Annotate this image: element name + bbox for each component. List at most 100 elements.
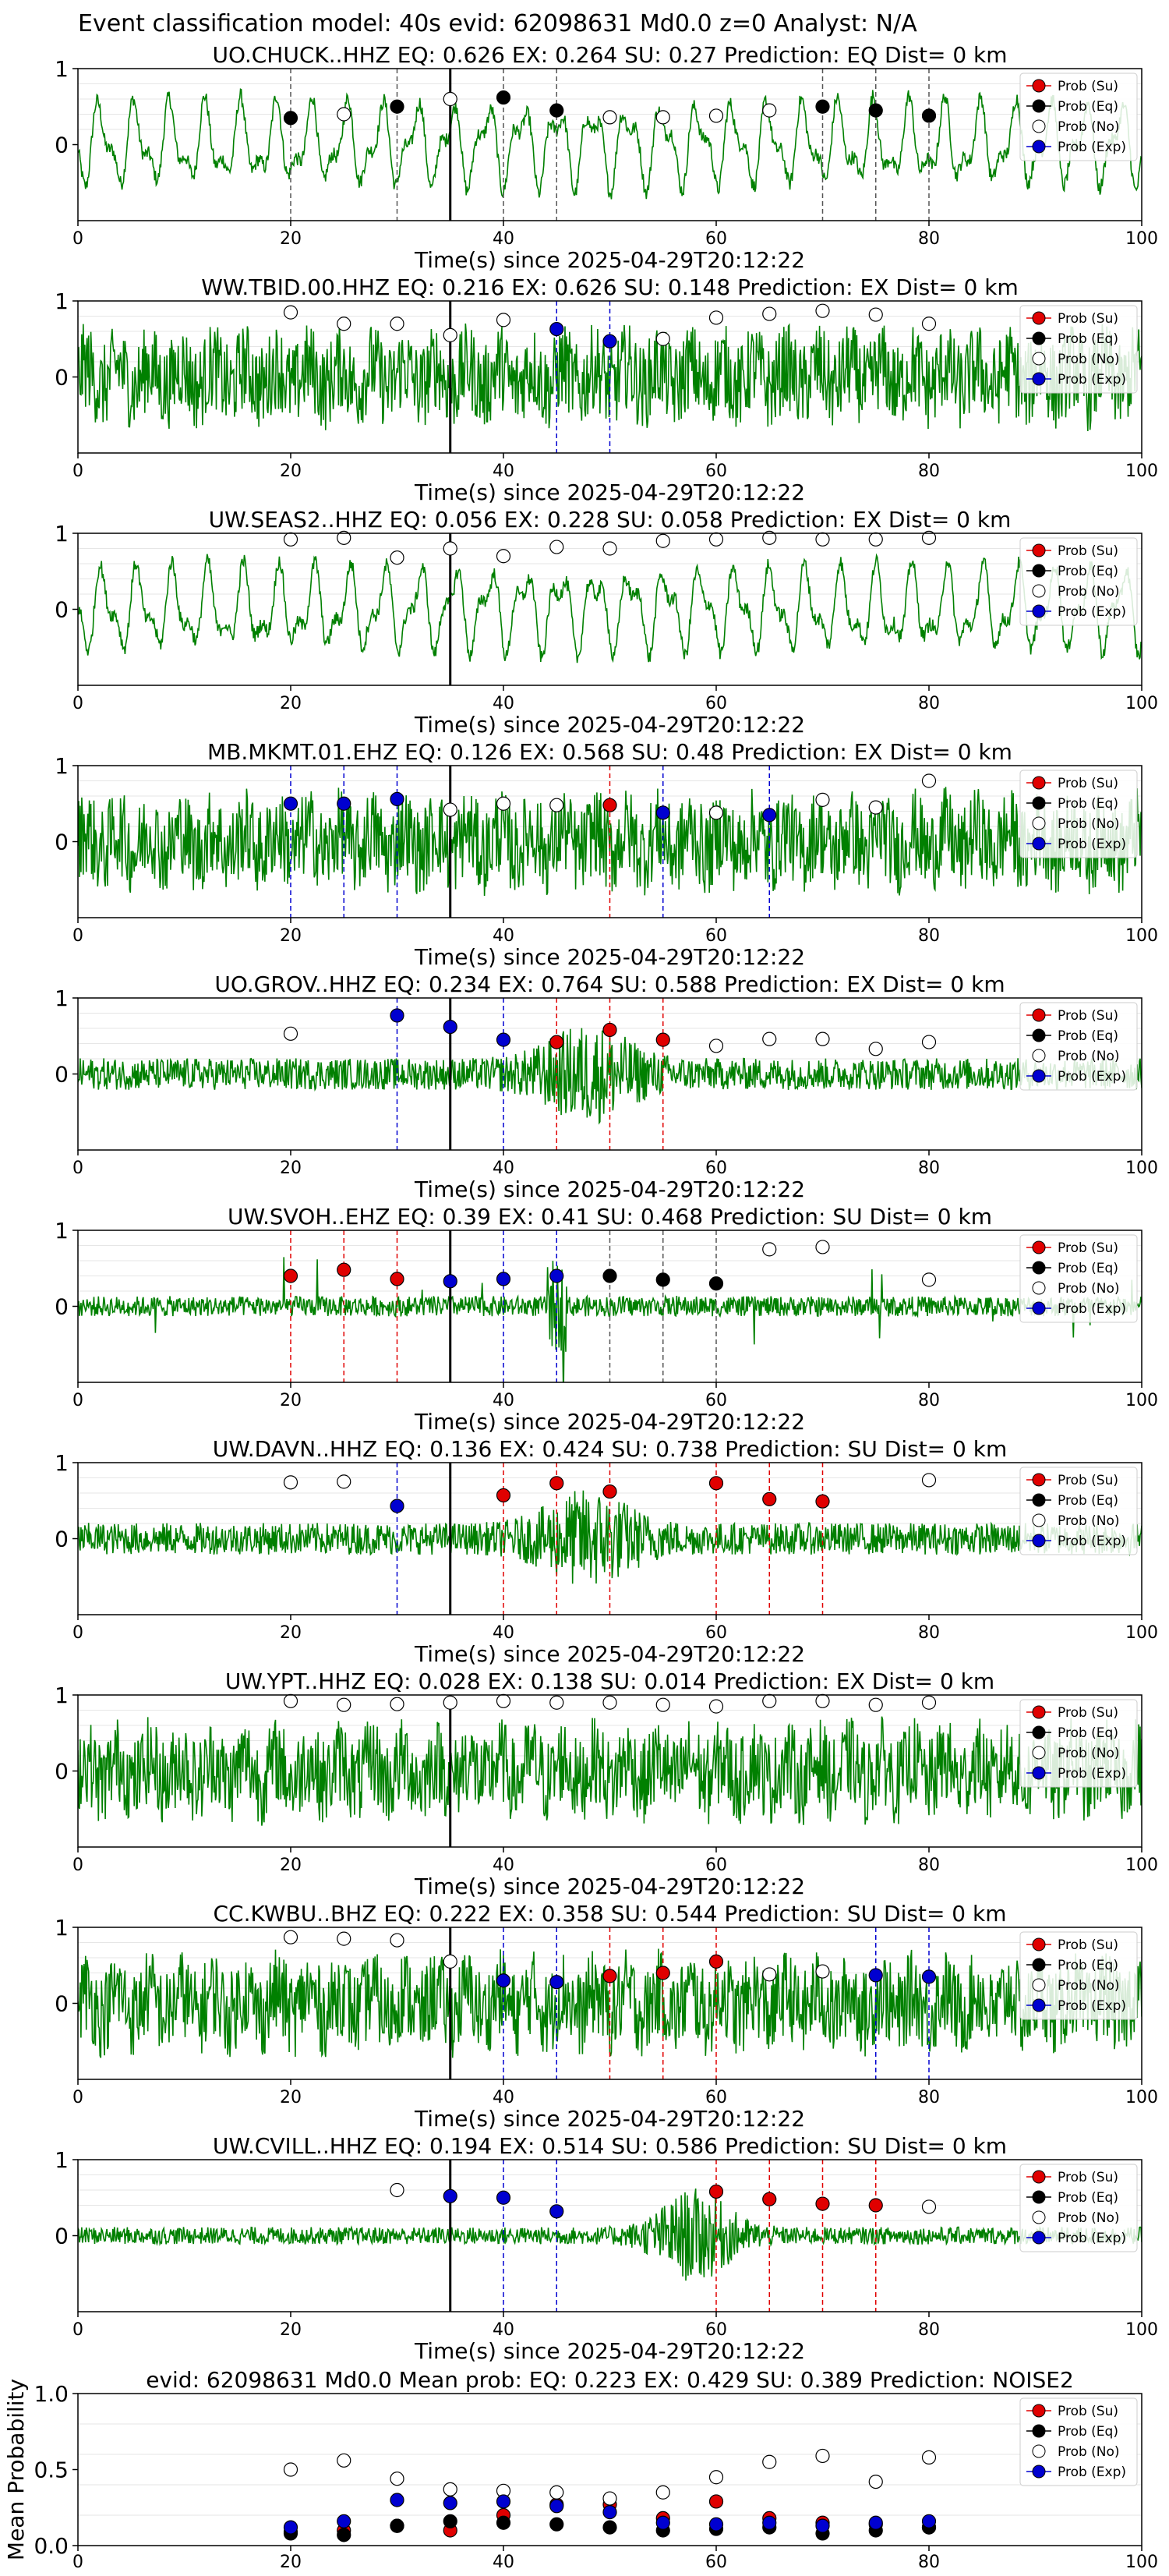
x-tick-label: 100	[1125, 1623, 1158, 1643]
x-axis-label: Time(s) since 2025-04-29T20:12:22	[414, 2338, 805, 2364]
prob-marker	[762, 2192, 777, 2206]
prob-marker	[390, 2182, 404, 2198]
prob-marker	[815, 1693, 830, 1708]
waveform-line	[78, 1716, 1142, 1826]
legend-label: Prob (No)	[1058, 2444, 1120, 2460]
legend-label: Prob (Eq)	[1058, 2190, 1118, 2206]
prob-marker	[549, 1695, 564, 1710]
prob-marker	[496, 1693, 511, 1708]
prob-marker	[549, 798, 564, 812]
x-tick-label: 100	[1125, 2553, 1158, 2572]
y-tick-label: 1	[55, 1218, 69, 1244]
x-tick-label: 100	[1125, 1159, 1158, 1178]
legend-marker	[1032, 1534, 1046, 1548]
prob-marker	[815, 792, 830, 807]
prob-marker	[496, 796, 511, 811]
y-tick-label: 1	[55, 1450, 69, 1476]
legend-marker	[1032, 1473, 1046, 1487]
prob-marker	[921, 317, 937, 331]
prob-marker	[815, 2196, 830, 2211]
prob-marker	[283, 532, 298, 547]
prob-marker	[283, 1930, 298, 1944]
prob-marker	[390, 1272, 404, 1286]
chart-panel: UW.DAVN..HHZ EQ: 0.136 EX: 0.424 SU: 0.7…	[55, 1436, 1158, 1667]
x-tick-label: 0	[72, 1159, 83, 1178]
legend-label: Prob (Eq)	[1058, 2424, 1118, 2440]
prob-marker	[868, 307, 883, 322]
legend-marker	[1032, 1493, 1046, 1507]
waveform-line	[78, 1948, 1142, 2058]
legend-marker	[1032, 1028, 1046, 1042]
legend-label: Prob (Eq)	[1058, 99, 1118, 115]
prob-marker	[868, 103, 883, 118]
legend-marker	[1032, 331, 1046, 345]
prob-marker	[815, 99, 830, 114]
prob-marker	[496, 313, 511, 327]
y-tick-label: 0	[55, 597, 69, 623]
x-axis-label: Time(s) since 2025-04-29T20:12:22	[414, 479, 805, 505]
prob-marker	[655, 1697, 670, 1712]
x-tick-label: 60	[705, 926, 727, 946]
x-tick-label: 80	[918, 926, 940, 946]
prob-marker	[708, 1276, 724, 1291]
legend-label: Prob (Exp)	[1058, 140, 1126, 155]
prob-marker	[549, 540, 564, 554]
legend-label: Prob (No)	[1058, 1746, 1120, 1761]
x-tick-label: 20	[280, 1159, 302, 1178]
chart-panel: UW.YPT..HHZ EQ: 0.028 EX: 0.138 SU: 0.01…	[55, 1668, 1158, 1899]
chart-panel: UW.SEAS2..HHZ EQ: 0.056 EX: 0.228 SU: 0.…	[55, 507, 1158, 738]
mean-prob-marker	[337, 2453, 351, 2468]
mean-prob-marker	[390, 2518, 404, 2533]
legend-label: Prob (Su)	[1058, 1473, 1118, 1488]
legend-marker	[1032, 1937, 1046, 1951]
x-tick-label: 80	[918, 2088, 940, 2107]
y-tick-label: 1	[55, 753, 69, 779]
x-tick-label: 60	[705, 229, 727, 249]
y-tick-label: 1	[55, 1915, 69, 1941]
prob-marker	[496, 549, 511, 564]
prob-marker	[708, 1954, 724, 1969]
prob-marker	[390, 1697, 404, 1711]
prob-marker	[762, 530, 777, 545]
chart-panel: UO.GROV..HHZ EQ: 0.234 EX: 0.764 SU: 0.5…	[55, 971, 1158, 1202]
prob-marker	[655, 110, 670, 125]
mean-prob-marker	[549, 2517, 564, 2532]
x-tick-label: 20	[280, 694, 302, 713]
legend-label: Prob (Su)	[1058, 1008, 1118, 1024]
y-tick-label: 0.5	[34, 2457, 69, 2483]
y-tick-label: 1	[55, 521, 69, 547]
x-tick-label: 20	[280, 229, 302, 249]
x-tick-label: 80	[918, 1856, 940, 1875]
prob-marker	[549, 103, 564, 118]
legend-marker	[1032, 140, 1046, 154]
prob-marker	[337, 796, 351, 811]
x-tick-label: 40	[493, 229, 514, 249]
y-tick-label: 1	[55, 56, 69, 82]
legend-label: Prob (Eq)	[1058, 564, 1118, 579]
x-axis-label: Time(s) since 2025-04-29T20:12:22	[414, 247, 805, 273]
legend-label: Prob (Su)	[1058, 543, 1118, 559]
mean-prob-marker	[921, 2450, 937, 2465]
prob-marker	[762, 1491, 777, 1506]
mean-prob-marker	[762, 2454, 777, 2469]
y-tick-label: 0	[55, 365, 69, 391]
legend-label: Prob (Su)	[1058, 1705, 1118, 1721]
prob-marker	[762, 1242, 777, 1257]
x-tick-label: 40	[493, 2320, 514, 2340]
x-axis-label: Time(s) since 2025-04-29T20:12:22	[414, 1177, 805, 1202]
legend-marker	[1032, 2404, 1046, 2418]
prob-marker	[283, 1693, 298, 1708]
prob-marker	[337, 530, 351, 545]
prob-marker	[337, 1931, 351, 1946]
legend-label: Prob (No)	[1058, 584, 1120, 600]
legend-label: Prob (Eq)	[1058, 1725, 1118, 1741]
x-tick-label: 40	[493, 1391, 514, 1410]
prob-marker	[496, 1488, 511, 1503]
prob-marker	[655, 1032, 670, 1047]
mean-prob-marker	[602, 2491, 617, 2506]
legend-marker	[1032, 1998, 1046, 2012]
legend-marker	[1032, 564, 1046, 578]
legend-marker	[1032, 1281, 1046, 1295]
x-tick-label: 20	[280, 926, 302, 946]
prob-marker	[868, 1042, 883, 1056]
